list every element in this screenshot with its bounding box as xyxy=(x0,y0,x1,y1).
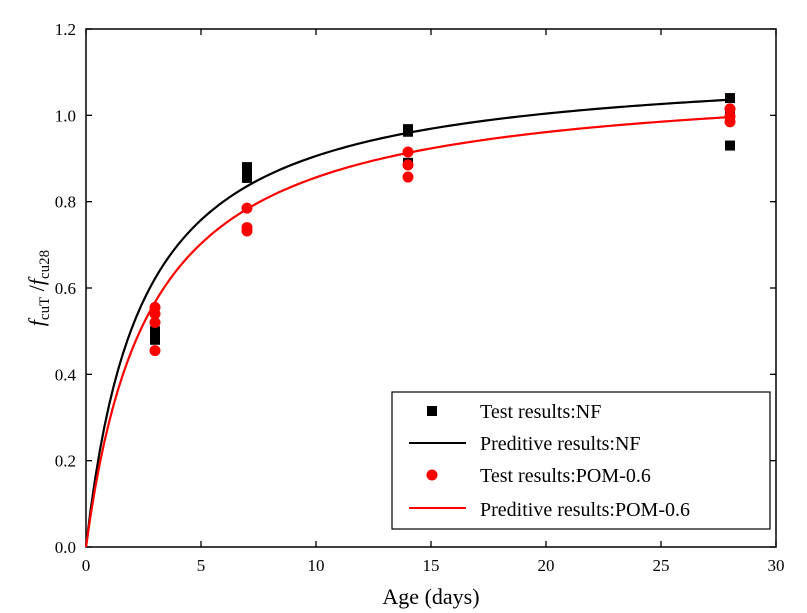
y-title-sub2: cu28 xyxy=(37,250,53,279)
point-pom xyxy=(402,146,414,158)
x-tick-label: 15 xyxy=(423,556,440,575)
y-tick-label: 0.4 xyxy=(55,365,77,384)
legend-box xyxy=(391,391,771,530)
point-pom xyxy=(402,159,414,171)
point-pom xyxy=(241,225,253,237)
x-tick-label: 5 xyxy=(197,556,206,575)
y-title-f2: f xyxy=(24,276,49,285)
point-nf xyxy=(150,334,160,345)
legend-marker-test-nf xyxy=(427,406,437,416)
y-tick-label: 1.2 xyxy=(55,20,76,39)
y-axis-title: fcuT /fcu28 xyxy=(24,250,53,326)
x-tick-label: 0 xyxy=(82,556,91,575)
x-tick-label: 10 xyxy=(308,556,325,575)
legend-label-pred-nf: Preditive results:NF xyxy=(480,433,641,455)
x-axis-title: Age (days) xyxy=(382,584,479,609)
x-tick-label: 30 xyxy=(768,556,785,575)
point-nf xyxy=(150,326,160,337)
point-pom xyxy=(149,345,161,357)
legend-label-test-nf: Test results:NF xyxy=(480,401,601,423)
point-nf xyxy=(725,93,735,104)
legend-label-pred-pom: Preditive results:POM-0.6 xyxy=(480,499,690,521)
y-tick-label: 0.8 xyxy=(55,193,76,212)
point-pom xyxy=(241,202,253,214)
y-tick-label: 1.0 xyxy=(55,106,76,125)
point-pom xyxy=(402,171,414,183)
x-axis-ticks: 0 5 10 15 20 25 30 xyxy=(82,29,785,575)
y-title-sub1: cuT xyxy=(37,297,53,320)
point-pom xyxy=(724,116,736,128)
legend-marker-test-pom xyxy=(426,469,438,481)
point-nf xyxy=(725,140,735,151)
plot-area: 0 5 10 15 20 25 30 0.0 0.2 0.4 0.6 0.8 1.0 1.2 xyxy=(55,20,785,575)
y-tick-label: 0.2 xyxy=(55,452,76,471)
y-axis-ticks: 0.0 0.2 0.4 0.6 0.8 1.0 1.2 xyxy=(55,20,776,557)
data-points xyxy=(149,93,736,357)
y-tick-label: 0.6 xyxy=(55,279,76,298)
y-tick-label: 0.0 xyxy=(55,538,76,557)
legend: Test results:NF Preditive results:NF Tes… xyxy=(391,391,771,530)
point-nf xyxy=(242,172,252,183)
point-pom xyxy=(149,317,161,329)
y-title-slash: / xyxy=(24,284,49,297)
legend-label-test-pom: Test results:POM-0.6 xyxy=(480,465,651,487)
y-title-f1: f xyxy=(24,317,49,326)
point-nf xyxy=(403,126,413,137)
point-pom xyxy=(149,308,161,320)
x-tick-label: 25 xyxy=(653,556,670,575)
x-tick-label: 20 xyxy=(538,556,555,575)
point-nf xyxy=(242,162,252,173)
